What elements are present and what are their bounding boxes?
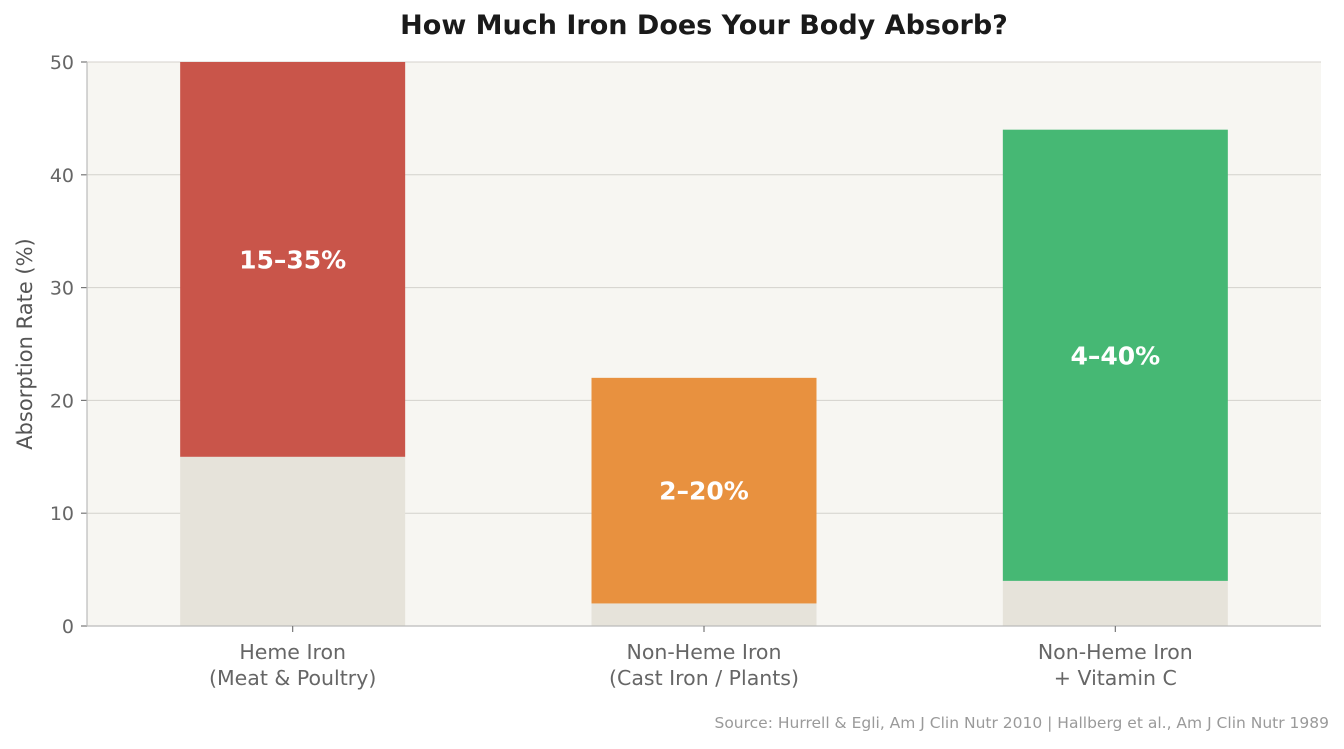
x-tick-label: (Meat & Poultry) [209, 666, 376, 690]
source-note: Source: Hurrell & Egli, Am J Clin Nutr 2… [714, 714, 1329, 732]
bar-base-segment [591, 603, 817, 626]
y-tick-label: 20 [50, 390, 74, 412]
x-tick-label: + Vitamin C [1054, 666, 1177, 690]
y-tick-label: 0 [62, 616, 74, 638]
y-tick-label: 10 [50, 503, 74, 525]
y-axis-title: Absorption Rate (%) [13, 238, 37, 450]
y-tick-label: 30 [50, 278, 74, 300]
bar-data-label: 2–20% [659, 477, 749, 506]
bar-range-segment [1002, 129, 1228, 581]
bar-range-segment [591, 377, 817, 604]
y-tick-label: 50 [50, 52, 74, 74]
chart-title: How Much Iron Does Your Body Absorb? [400, 10, 1008, 41]
bar-base-segment [180, 456, 406, 626]
x-tick-label: Non-Heme Iron [627, 640, 782, 664]
bar-data-label: 15–35% [239, 245, 346, 274]
x-tick-label: Heme Iron [239, 640, 346, 664]
x-tick-label: (Cast Iron / Plants) [609, 666, 799, 690]
data-labels: 15–35% 2–20% 4–40% [239, 245, 1160, 505]
bar-base-segment [1002, 580, 1228, 626]
bar-data-label: 4–40% [1070, 341, 1160, 370]
bar-range-segment [180, 62, 406, 457]
bars [180, 62, 1228, 626]
x-tick-label: Non-Heme Iron [1038, 640, 1193, 664]
y-tick-label: 40 [50, 165, 74, 187]
axes: 0 10 20 30 40 50 Heme Iron(Meat & Poultry) Non-… [50, 52, 1321, 690]
